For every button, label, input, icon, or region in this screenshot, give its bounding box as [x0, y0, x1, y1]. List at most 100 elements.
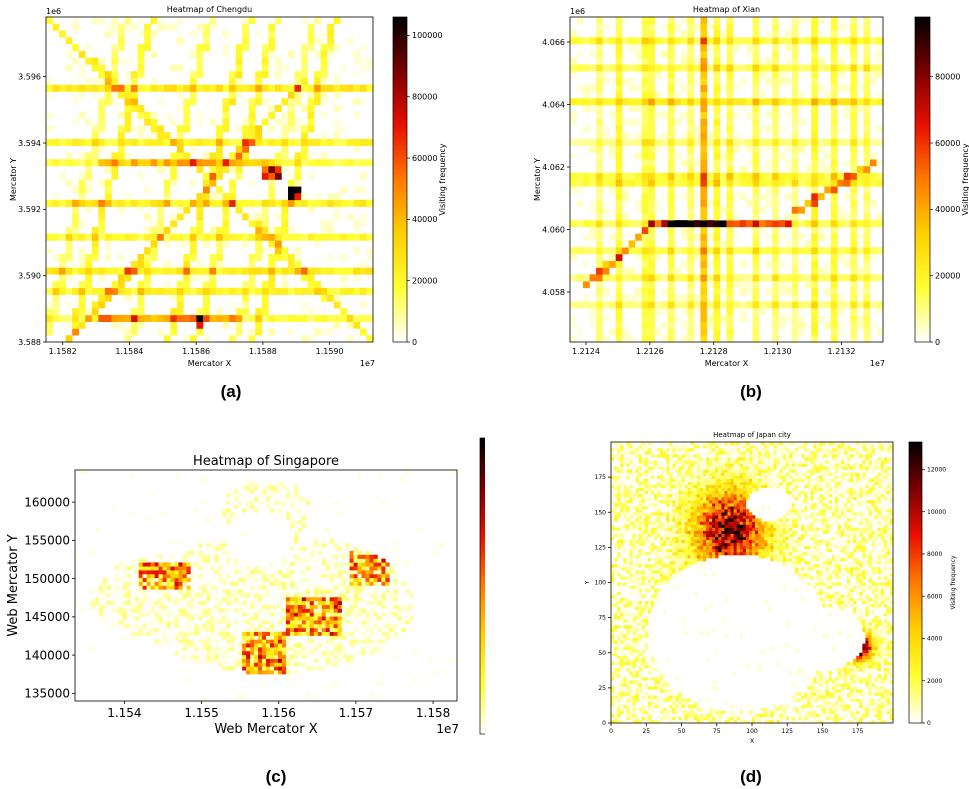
heatmap-cell [680, 17, 688, 25]
heatmap-cell [72, 287, 79, 295]
heatmap-cell [700, 57, 708, 65]
heatmap-cell [883, 695, 888, 699]
heatmap-cell [142, 566, 147, 571]
heatmap-cell [794, 649, 799, 654]
heatmap-cell [713, 152, 721, 160]
heatmap-cell [863, 23, 871, 31]
heatmap-cell [862, 643, 866, 647]
heatmap-cell [273, 631, 279, 636]
heatmap-cell [713, 274, 721, 282]
heatmap-cell [742, 719, 747, 724]
heatmap-cell [570, 37, 577, 45]
heatmap-cell [268, 328, 276, 336]
heatmap-cell [266, 666, 271, 671]
heatmap-cell [615, 247, 623, 255]
heatmap-cell [779, 713, 783, 718]
heatmap-cell [641, 91, 649, 99]
heatmap-cell [656, 719, 661, 724]
heatmap-cell [830, 125, 838, 133]
x-offset-label: 1e7 [870, 359, 885, 368]
heatmap-cell [98, 314, 106, 322]
heatmap-cell [111, 152, 119, 160]
heatmap-cell [183, 287, 191, 295]
heatmap-cell [693, 37, 701, 45]
heatmap-cell [726, 125, 734, 133]
heatmap-cell [654, 328, 662, 336]
heatmap-cell [307, 23, 315, 31]
heatmap-cell [654, 301, 662, 309]
heatmap-cell [843, 111, 851, 119]
heatmap-cell [874, 664, 878, 669]
heatmap-cell [614, 631, 618, 635]
heatmap-cell [850, 57, 858, 65]
heatmap-cell [170, 138, 178, 146]
heatmap-cell [654, 64, 662, 72]
heatmap-cell [222, 627, 227, 632]
heatmap-cell [663, 698, 667, 702]
heatmap-cell [840, 701, 845, 705]
heatmap-cell [157, 84, 165, 92]
heatmap-cell [340, 199, 348, 207]
heatmap-cell [602, 287, 610, 295]
heatmap-cell [65, 287, 73, 295]
heatmap-cell [218, 608, 223, 613]
heatmap-cell [620, 640, 624, 644]
heatmap-cell [281, 585, 287, 590]
heatmap-cell [635, 57, 643, 65]
heatmap-cell [620, 616, 624, 620]
heatmap-cell [226, 597, 231, 602]
heatmap-cell [871, 625, 875, 629]
heatmap-cell [615, 105, 623, 113]
heatmap-cell [274, 247, 282, 255]
heatmap-cell [248, 335, 256, 343]
heatmap-cell [752, 281, 760, 289]
heatmap-cell [611, 646, 615, 650]
heatmap-cell [877, 686, 882, 690]
heatmap-cell [680, 37, 688, 45]
heatmap-cell [830, 91, 838, 99]
heatmap-cell [337, 585, 342, 590]
heatmap-cell [596, 328, 603, 336]
heatmap-cell [98, 145, 106, 153]
heatmap-cell [871, 668, 875, 672]
heatmap-cell [46, 301, 53, 309]
heatmap-cell [258, 662, 263, 667]
heatmap-cell [696, 707, 701, 712]
heatmap-cell [266, 631, 271, 636]
heatmap-cell [285, 639, 291, 644]
heatmap-cell [647, 671, 652, 675]
heatmap-cell [629, 637, 633, 641]
heatmap-cell [709, 716, 713, 721]
heatmap-cell [72, 233, 79, 241]
heatmap-cell [778, 321, 786, 329]
heatmap-cell [596, 253, 603, 262]
heatmap-cell [373, 612, 378, 617]
heatmap-cell [693, 220, 701, 228]
y-tick-label: 3.588 [18, 338, 41, 347]
heatmap-cell [765, 37, 773, 45]
heatmap-cell [65, 321, 73, 329]
heatmap-cell [617, 634, 621, 638]
heatmap-cell [320, 91, 328, 99]
heatmap-cell [602, 23, 610, 31]
heatmap-cell [840, 716, 845, 721]
heatmap-cell [880, 646, 885, 650]
heatmap-cell [667, 287, 675, 295]
heatmap-cell [294, 179, 302, 187]
heatmap-cell [222, 240, 230, 248]
heatmap-cell [614, 671, 618, 675]
heatmap-cell [104, 233, 112, 241]
heatmap-cell [583, 220, 590, 228]
heatmap-cell [144, 159, 151, 167]
heatmap-cell [667, 213, 675, 221]
heatmap-cell [242, 159, 250, 167]
heatmap-cell [816, 692, 820, 696]
heatmap-cell [687, 172, 695, 180]
heatmap-cell [865, 649, 869, 654]
heatmap-cell [721, 710, 725, 715]
heatmap-cell [333, 321, 341, 329]
heatmap-cell [726, 294, 734, 302]
heatmap-cell [186, 585, 191, 590]
heatmap-cell [229, 91, 236, 99]
heatmap-cell [726, 44, 734, 52]
